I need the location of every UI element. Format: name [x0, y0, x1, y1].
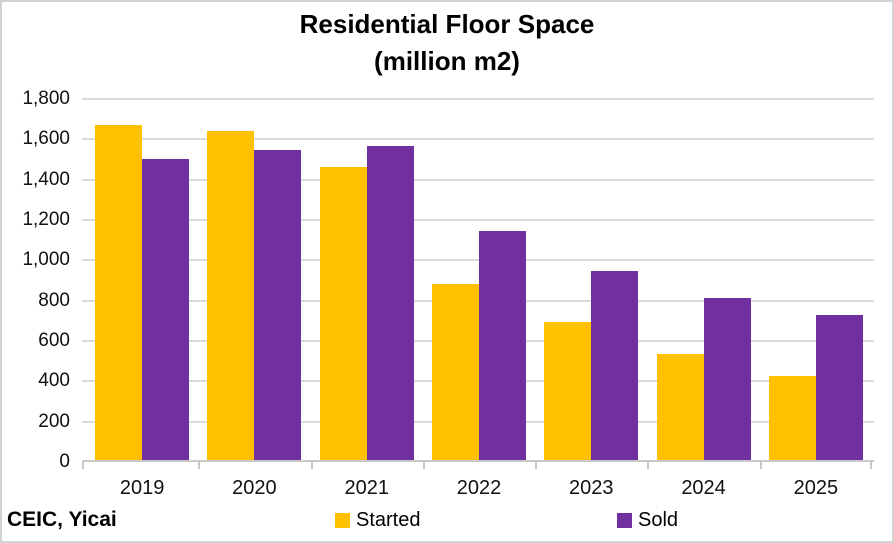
- bar-sold-2024: [703, 298, 751, 462]
- y-tick-label: 600: [38, 330, 70, 351]
- y-tick-label: 1,600: [22, 128, 70, 150]
- x-tick-label-2024: 2024: [681, 477, 726, 499]
- y-tick-label: 1,400: [22, 168, 70, 190]
- bar-group-2022: [423, 99, 535, 462]
- bar-started-2022: [431, 284, 479, 462]
- legend-label-sold: Sold: [638, 509, 679, 531]
- started-swatch-icon: [335, 513, 350, 528]
- gridline: [82, 219, 874, 221]
- bar-group-2023: [535, 99, 647, 462]
- bar-sold-2020: [254, 149, 302, 462]
- bar-sold-2021: [366, 146, 414, 462]
- plot-area: [82, 98, 874, 469]
- bar-started-2024: [656, 353, 704, 462]
- x-axis-labels: 2019 2020 2021 2022 2023 2024 2025: [86, 477, 872, 503]
- x-tick-label-2020: 2020: [232, 477, 277, 499]
- bar-sold-2022: [478, 230, 526, 462]
- bar-started-2021: [319, 166, 367, 462]
- legend-item-started: Started: [335, 509, 420, 532]
- x-tick-label-2025: 2025: [793, 477, 839, 499]
- y-tick-label: 800: [38, 289, 70, 311]
- sold-swatch-icon: [617, 513, 632, 528]
- chart-title: Residential Floor Space: [299, 9, 595, 39]
- chart-subtitle: (million m2): [374, 46, 520, 76]
- x-axis-tick: [870, 460, 872, 469]
- bar-started-2023: [544, 322, 592, 462]
- gridline: [82, 138, 874, 141]
- bar-group-2025: [760, 99, 872, 462]
- x-axis-tick: [82, 460, 84, 469]
- bar-started-2020: [207, 130, 255, 462]
- x-tick-label-2022: 2022: [456, 477, 502, 499]
- y-tick-label: 1,000: [22, 249, 70, 271]
- legend-label-started: Started: [356, 509, 421, 531]
- bar-group-2024: [647, 99, 759, 462]
- gridline: [82, 98, 874, 100]
- x-axis-tick: [535, 460, 538, 469]
- bar-sold-2019: [142, 159, 190, 462]
- bar-started-2025: [768, 376, 816, 462]
- y-tick-label: 1,200: [22, 209, 70, 230]
- x-axis-tick: [310, 460, 313, 469]
- bar-sold-2023: [591, 270, 639, 462]
- x-axis-tick: [647, 460, 650, 469]
- x-axis-tick: [198, 460, 201, 469]
- bar-group-2021: [311, 99, 423, 462]
- bar-started-2019: [95, 124, 143, 462]
- y-tick-label: 400: [38, 370, 70, 392]
- y-tick-label: 200: [38, 410, 70, 432]
- bar-sold-2025: [815, 314, 863, 462]
- y-tick-label: 1,800: [22, 88, 70, 109]
- legend-item-sold: Sold: [617, 509, 678, 532]
- gridline: [82, 259, 874, 262]
- x-tick-label-2019: 2019: [119, 477, 165, 499]
- x-axis-tick: [422, 460, 425, 469]
- x-tick-label-2021: 2021: [344, 477, 389, 499]
- y-axis-labels: 0 200 400 600 800 1,000 1,200 1,400 1,600 1,800: [2, 2, 70, 541]
- bar-group-2019: [86, 99, 198, 462]
- x-axis-line: [82, 460, 874, 462]
- bar-group-2020: [198, 99, 310, 462]
- source-text: CEIC, Yicai: [7, 508, 117, 531]
- x-tick-label-2023: 2023: [569, 477, 614, 499]
- y-tick-label: 0: [59, 451, 70, 472]
- chart-title-block: Residential Floor Space (million m2): [2, 6, 892, 80]
- x-axis-tick: [759, 460, 762, 469]
- gridline: [82, 178, 874, 181]
